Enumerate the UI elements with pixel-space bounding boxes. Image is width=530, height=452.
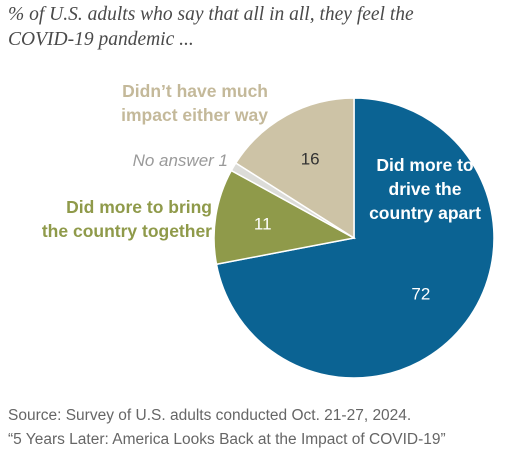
source-line-1: Source: Survey of U.S. adults conducted … — [8, 407, 412, 424]
category-label-line: Didn’t have much — [122, 81, 268, 101]
source-line-2: “5 Years Later: America Looks Back at th… — [8, 431, 446, 448]
value-label-didn-t-have-much-impact-either-way: 16 — [301, 149, 320, 168]
category-label-didn-t-have-much-impact-either-way: Didn’t have much impact either way — [121, 81, 268, 125]
category-label-line: country apart — [369, 203, 481, 223]
category-label-line: drive the — [389, 179, 462, 199]
slice-value-labels: 72 11 16 — [254, 149, 430, 303]
category-label-did-more-to-bring-the-country-together: Did more to bring the country together — [42, 197, 212, 241]
pie-slice-didn-t-have-much-impact-either-way — [234, 97, 355, 240]
pie-chart: 72 11 16 Did more to drive the country apart… — [42, 81, 495, 379]
category-label-line: impact either way — [121, 105, 268, 125]
category-label-line: the country together — [42, 221, 212, 241]
category-label-no-answer-1: No answer 1 — [133, 151, 228, 170]
category-label-line: Did more to — [376, 155, 473, 175]
source-note: Source: Survey of U.S. adults conducted … — [8, 404, 528, 452]
subtitle-line-1: % of U.S. adults who say that all in all… — [8, 4, 414, 25]
value-label-did-more-to-drive-the-country-apart: 72 — [411, 284, 430, 303]
chart-subtitle: % of U.S. adults who say that all in all… — [8, 2, 528, 52]
category-label-line: No answer 1 — [133, 151, 228, 170]
pie-slice-did-more-to-bring-the-country-together — [213, 169, 357, 266]
value-label-did-more-to-bring-the-country-together: 11 — [254, 215, 272, 234]
subtitle-line-2: COVID-19 pandemic ... — [8, 29, 194, 50]
pie-slices — [213, 97, 495, 379]
category-label-did-more-to-drive-the-country-apart: Did more to drive the country apart — [369, 155, 481, 223]
category-label-line: Did more to bring — [66, 197, 212, 217]
